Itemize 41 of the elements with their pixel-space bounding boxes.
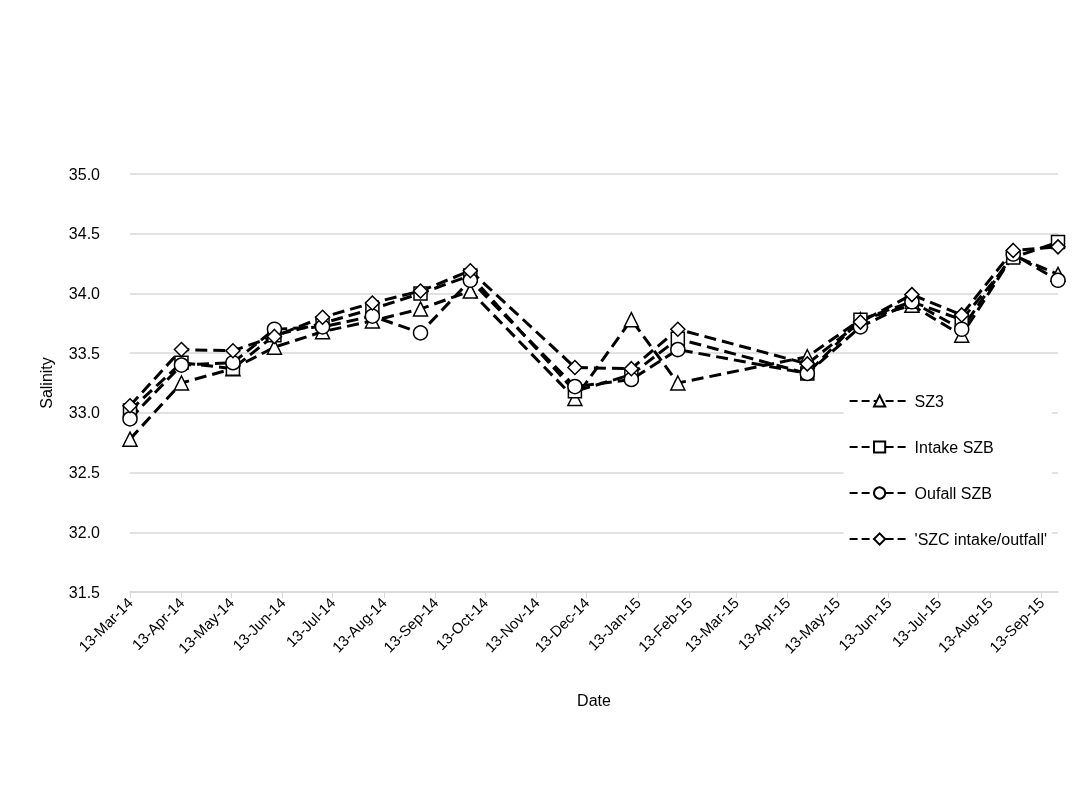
legend-label: Intake SZB	[914, 438, 994, 456]
point	[567, 378, 583, 395]
point	[623, 311, 640, 328]
y-tick-label: 35.0	[68, 165, 101, 183]
point	[953, 307, 970, 323]
y-tick-label: 34.5	[68, 225, 101, 243]
point	[670, 375, 686, 391]
legend-label: Oufall SZB	[914, 484, 992, 502]
point	[799, 356, 816, 372]
point	[364, 308, 381, 324]
y-tick-label: 33.5	[68, 344, 101, 362]
legend-label: SZ3	[914, 392, 945, 410]
point	[623, 360, 640, 377]
point	[1005, 242, 1021, 259]
y-tick-label: 32.0	[68, 523, 101, 541]
point	[462, 262, 479, 279]
point	[122, 431, 138, 447]
point	[1050, 272, 1066, 289]
point	[567, 359, 583, 376]
point	[904, 286, 920, 303]
legend-label: 'SZC intake/outfall'	[914, 530, 1047, 548]
y-tick-label: 32.5	[68, 464, 101, 482]
y-tick-label: 33.0	[68, 404, 101, 422]
point	[173, 341, 190, 358]
point	[670, 341, 686, 358]
point	[364, 295, 381, 311]
y-tick-label: 31.5	[68, 583, 101, 601]
point	[122, 397, 138, 414]
point	[953, 321, 970, 337]
point	[314, 309, 331, 326]
point	[670, 321, 686, 338]
point	[412, 301, 429, 317]
y-axis-title: Salinity	[37, 357, 55, 409]
point	[1050, 239, 1066, 255]
x-axis-title: Date	[577, 691, 611, 709]
point	[225, 354, 241, 371]
point	[412, 325, 429, 341]
point	[173, 375, 190, 391]
y-tick-label: 34.0	[68, 284, 101, 302]
point	[225, 343, 241, 359]
point	[122, 411, 138, 427]
